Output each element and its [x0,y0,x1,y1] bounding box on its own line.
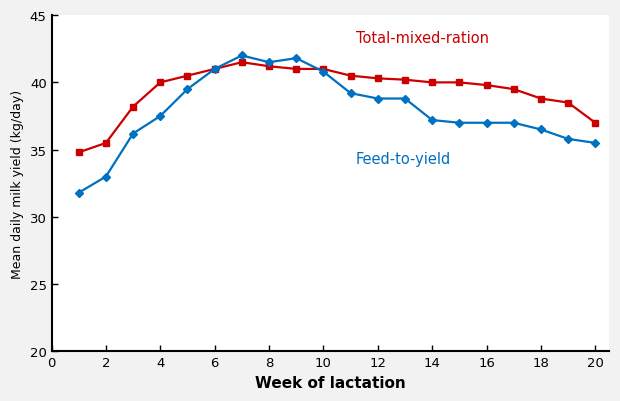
Text: Feed-to-yield: Feed-to-yield [356,152,451,167]
Text: Total-mixed-ration: Total-mixed-ration [356,31,489,46]
Y-axis label: Mean daily milk yield (kg/day): Mean daily milk yield (kg/day) [11,89,24,278]
X-axis label: Week of lactation: Week of lactation [255,375,405,390]
